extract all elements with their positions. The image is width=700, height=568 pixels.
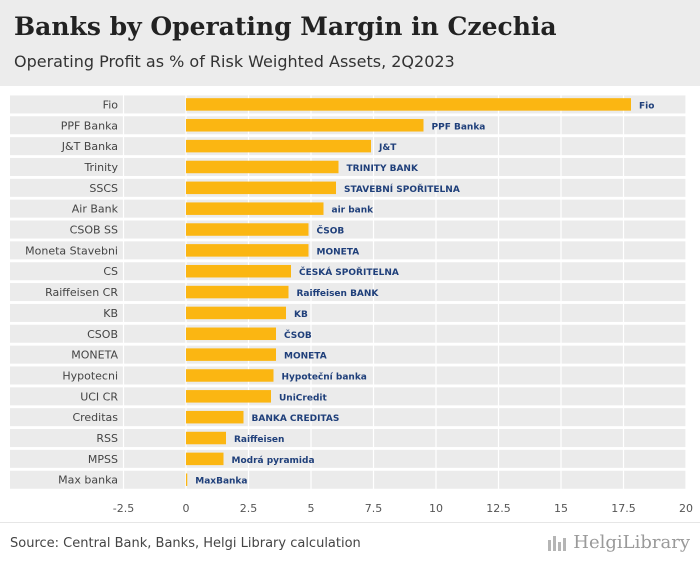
bar [186,327,276,341]
bank-logo: Fio [639,101,654,111]
x-tick-label: 10 [429,502,443,515]
x-tick-label: 0 [183,502,190,515]
category-label: Creditas [72,411,118,424]
bank-logo: J&T [378,143,397,153]
bar [186,285,289,299]
row-band [10,303,686,322]
bar [186,181,336,195]
category-label: CS [103,265,118,278]
bank-logo: MaxBanka [195,477,247,487]
category-label: MPSS [88,453,118,466]
category-label: Air Bank [72,203,119,216]
bank-logo: UniCredit [279,393,327,403]
row-band [10,262,686,281]
x-tick-label: 15 [554,502,568,515]
row-band [10,470,686,489]
brand-logo: HelgiLibrary [547,532,690,553]
bank-logo: Modrá pyramida [232,456,315,466]
bank-logo: STAVEBNÍ SPOŘITELNA [344,183,460,195]
row-band [10,178,686,197]
category-label: Fio [103,98,119,111]
row-band [10,283,686,302]
category-label: RSS [96,432,118,445]
bank-logo: TRINITY BANK [347,164,419,174]
category-label: UCI CR [80,390,118,403]
bar [186,410,244,424]
bar-chart: Fio Fio PPF Banka PPF Banka J&T Banka J&T Trin… [10,92,693,515]
x-tick-label: 5 [308,502,315,515]
row-band [10,220,686,239]
category-label: Raiffeisen CR [45,286,118,299]
category-label: J&T Banka [61,140,118,153]
bar [186,369,274,382]
bar [186,139,371,153]
bank-logo: ČESKÁ SPOŘITELNA [299,266,399,278]
bank-logo: Hypoteční banka [282,371,367,382]
category-label: CSOB SS [70,224,118,237]
row-band [10,324,686,343]
bar [186,306,286,320]
row-band [10,387,686,406]
footer-divider [0,522,700,523]
chart-title: Banks by Operating Margin in Czechia [14,12,557,41]
bank-logo: Raiffeisen [234,435,284,445]
chart-subtitle: Operating Profit as % of Risk Weighted A… [14,52,455,71]
bank-logo: Raiffeisen BANK [297,289,380,299]
row-band [10,366,686,385]
category-label: KB [103,307,118,320]
x-tick-label: 20 [679,502,693,515]
bar [186,390,271,403]
bank-logo: ČSOB [317,225,345,237]
brand-name: HelgiLibrary [573,532,690,553]
row-band [10,241,686,260]
bar [186,202,324,215]
category-label: Hypotecni [62,369,118,382]
bank-logo: ČSOB [284,329,312,341]
x-tick-label: 7.5 [365,502,383,515]
bar [186,348,276,361]
bank-logo: BANKA CREDITAS [252,414,340,424]
row-band [10,345,686,364]
x-tick-label: 2.5 [240,502,258,515]
x-tick-label: -2.5 [113,502,134,515]
category-label: Max banka [58,474,118,487]
x-tick-label: 12.5 [486,502,511,515]
category-label: SSCS [89,182,118,195]
row-band [10,157,686,176]
bank-logo: KB [294,310,308,320]
category-label: Moneta Stavebni [25,244,118,257]
bar [186,264,291,278]
bar [186,160,339,174]
bar [186,452,224,466]
bank-logo: air bank [332,206,375,216]
bar [186,431,226,445]
bar [186,98,631,111]
bar [186,223,309,236]
source-note: Source: Central Bank, Banks, Helgi Libra… [10,536,361,551]
row-band [10,199,686,218]
x-tick-label: 17.5 [611,502,636,515]
bar [186,473,188,486]
category-label: Trinity [83,161,118,174]
bar [186,119,424,132]
library-icon [548,535,567,551]
category-label: CSOB [87,328,118,341]
bank-logo: MONETA [317,247,360,257]
row-band [10,449,686,468]
bank-logo: PPF Banka [432,122,486,132]
row-band [10,429,686,448]
category-label: PPF Banka [61,119,118,132]
row-band [10,408,686,427]
bar [186,244,309,257]
bank-logo: MONETA [284,352,327,362]
category-label: MONETA [71,349,118,362]
header-band [0,0,700,86]
